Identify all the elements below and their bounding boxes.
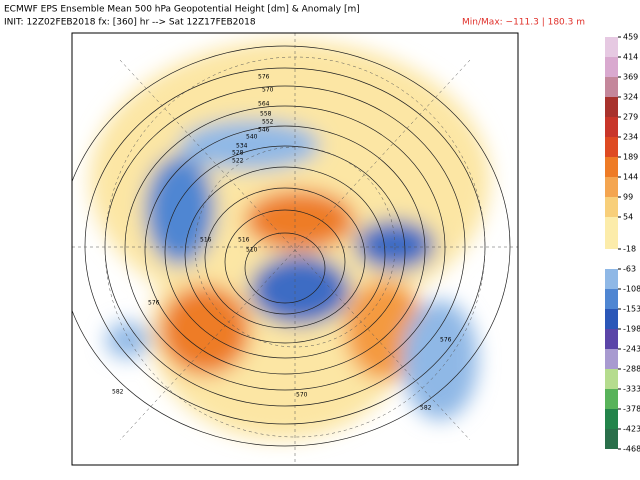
colorbar-band bbox=[605, 217, 618, 249]
colorbar-label: 324 bbox=[623, 93, 638, 102]
colorbar-label: -378 bbox=[623, 405, 640, 414]
contour-label: 570 bbox=[296, 392, 308, 399]
colorbar-band bbox=[605, 409, 618, 429]
colorbar-label: -198 bbox=[623, 325, 640, 334]
colorbar-label: -153 bbox=[623, 305, 640, 314]
colorbar-band bbox=[605, 389, 618, 409]
colorbar-band bbox=[605, 77, 618, 97]
contour-label: 528 bbox=[232, 150, 244, 157]
colorbar-label: -423 bbox=[623, 425, 640, 434]
colorbar-label: 414 bbox=[623, 53, 638, 62]
contour-label: 516 bbox=[238, 237, 250, 244]
colorbar-label: -63 bbox=[623, 265, 636, 274]
colorbar-label: 234 bbox=[623, 133, 638, 142]
colorbar-band bbox=[605, 269, 618, 289]
colorbar-label: -333 bbox=[623, 385, 640, 394]
contour-label: 582 bbox=[112, 389, 124, 396]
contour-label: 546 bbox=[258, 127, 270, 134]
colorbar-band bbox=[605, 349, 618, 369]
colorbar-label: -108 bbox=[623, 285, 640, 294]
colorbar-band bbox=[605, 177, 618, 197]
colorbar-label: 54 bbox=[623, 213, 633, 222]
contour-label: 540 bbox=[246, 134, 258, 141]
colorbar-label: -288 bbox=[623, 365, 640, 374]
colorbar-band bbox=[605, 289, 618, 309]
colorbar-label: 279 bbox=[623, 113, 638, 122]
init-line: INIT: 12Z02FEB2018 fx: [360] hr --> Sat … bbox=[4, 18, 256, 28]
colorbar-label: 459 bbox=[623, 33, 638, 42]
contour-label: 516 bbox=[200, 237, 212, 244]
min-max: Min/Max: −111.3 | 180.3 m bbox=[462, 18, 585, 28]
colorbar-band bbox=[605, 369, 618, 389]
map-frame bbox=[71, 32, 519, 466]
contour-label: 582 bbox=[420, 405, 432, 412]
colorbar-label: -468 bbox=[623, 445, 640, 454]
colorbar-band bbox=[605, 157, 618, 177]
title: ECMWF EPS Ensemble Mean 500 hPa Geopoten… bbox=[4, 5, 360, 15]
contour-label: 522 bbox=[232, 158, 244, 165]
contour-label: 570 bbox=[262, 87, 274, 94]
contour-label: 576 bbox=[148, 300, 160, 307]
colorbar-band bbox=[605, 117, 618, 137]
colorbar-label: 189 bbox=[623, 153, 638, 162]
colorbar-label: 369 bbox=[623, 73, 638, 82]
contour-label: 552 bbox=[262, 119, 274, 126]
colorbar-band bbox=[605, 329, 618, 349]
colorbar-label: -18 bbox=[623, 245, 636, 254]
contour-label: 576 bbox=[440, 337, 452, 344]
colorbar-band bbox=[605, 309, 618, 329]
colorbar-band bbox=[605, 249, 618, 269]
contour-label: 558 bbox=[260, 111, 272, 118]
colorbar-band bbox=[605, 57, 618, 77]
colorbar-band bbox=[605, 97, 618, 117]
colorbar-label: 144 bbox=[623, 173, 638, 182]
contour-label: 510 bbox=[246, 247, 258, 254]
map bbox=[72, 33, 518, 465]
contour-label: 564 bbox=[258, 101, 270, 108]
colorbar-label: 99 bbox=[623, 193, 633, 202]
contour-label: 576 bbox=[258, 74, 270, 81]
colorbar-label: -243 bbox=[623, 345, 640, 354]
colorbar-band bbox=[605, 429, 618, 449]
colorbar-band bbox=[605, 197, 618, 217]
colorbar-band bbox=[605, 37, 618, 57]
colorbar-band bbox=[605, 137, 618, 157]
contour-label: 534 bbox=[236, 143, 248, 150]
